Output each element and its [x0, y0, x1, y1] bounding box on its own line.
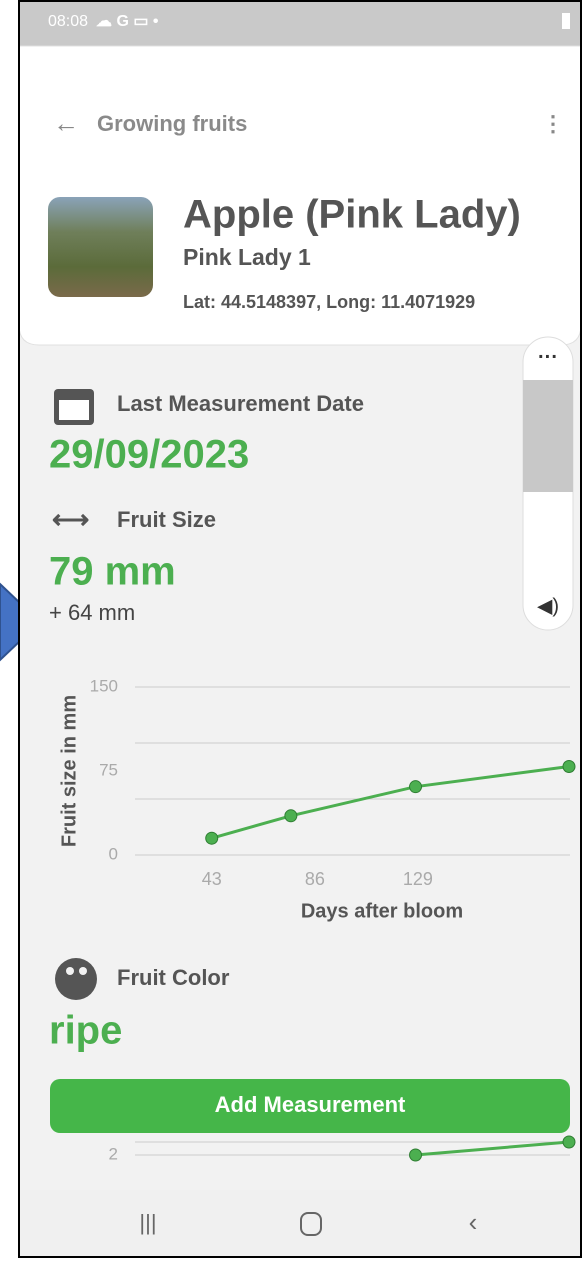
back-arrow[interactable]: ← [53, 108, 79, 138]
fruit-size-change: + 64 mm [49, 600, 135, 625]
fruit-color-label: Fruit Color [117, 965, 230, 990]
volume-icon[interactable]: ◀) [537, 595, 559, 617]
palette-icon [55, 958, 97, 1000]
y-tick-label: 150 [90, 676, 118, 695]
fruit-size-label: Fruit Size [117, 507, 216, 532]
size-icon: ⟷ [52, 504, 89, 534]
y-tick-label: 2 [109, 1144, 118, 1163]
menu-button[interactable]: ⋮ [542, 111, 564, 136]
data-point [206, 832, 218, 844]
fruit-subtitle: Pink Lady 1 [183, 244, 311, 270]
location: Lat: 44.5148397, Long: 11.4071929 [183, 292, 475, 312]
last-measurement-label: Last Measurement Date [117, 391, 364, 416]
status-time: 08:08 [48, 13, 88, 30]
last-measurement-date: 29/09/2023 [49, 433, 249, 477]
data-point [410, 781, 422, 793]
data-point [410, 1149, 422, 1161]
nav-back[interactable]: ‹ [469, 1207, 478, 1237]
status-icons: ☁ G ▭ • [96, 13, 159, 30]
x-tick-label: 86 [305, 869, 325, 889]
y-axis-label: Fruit size in mm [58, 695, 80, 847]
fruit-photo [48, 197, 153, 297]
calendar-icon-inner [59, 400, 89, 420]
page: 08:08 ☁ G ▭ • ← Growing fruits ⋮ Apple (… [0, 0, 582, 1261]
nav-recent[interactable]: ||| [139, 1210, 156, 1235]
x-axis-label: Days after bloom [301, 900, 463, 922]
volume-menu[interactable]: ··· [538, 346, 558, 368]
y-tick-label: 0 [109, 844, 118, 863]
battery-icon [562, 13, 570, 29]
palette-dot [66, 967, 74, 975]
fruit-title: Apple (Pink Lady) [183, 193, 521, 237]
data-point [563, 1136, 575, 1148]
button-label[interactable]: Add Measurement [215, 1092, 406, 1117]
y-tick-label: 75 [99, 760, 118, 779]
screen: 08:08 ☁ G ▭ • ← Growing fruits ⋮ Apple (… [0, 0, 582, 1261]
data-point [285, 810, 297, 822]
data-point [563, 761, 575, 773]
x-tick-label: 43 [202, 869, 222, 889]
x-tick-label: 129 [403, 869, 433, 889]
volume-level[interactable] [523, 380, 573, 492]
fruit-size-value: 79 mm [49, 550, 176, 594]
palette-dot [79, 967, 87, 975]
back-label[interactable]: Growing fruits [97, 111, 247, 136]
fruit-color-value: ripe [49, 1009, 122, 1053]
